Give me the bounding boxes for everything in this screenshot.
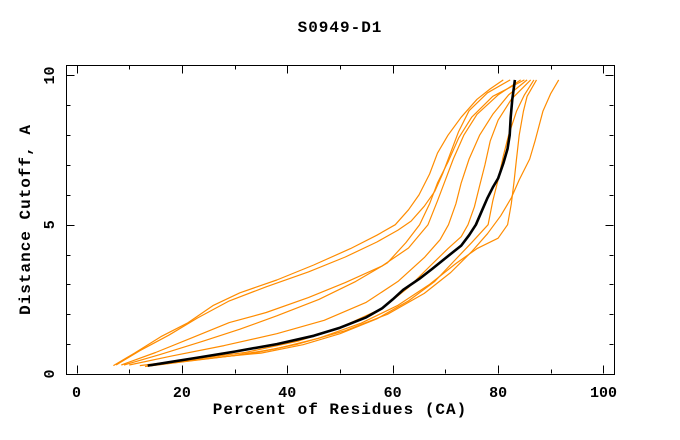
y-axis-title: Distance Cutoff, A — [17, 124, 35, 315]
y-tick-label: 0 — [42, 369, 59, 378]
series-curve-3 — [121, 79, 522, 366]
series-curve-4 — [123, 79, 525, 366]
x-tick-label: 0 — [72, 385, 81, 402]
x-axis-title: Percent of Residues (CA) — [212, 401, 468, 419]
series-curve-2 — [115, 79, 511, 366]
series-curve-5 — [129, 79, 528, 366]
x-tick-label: 80 — [489, 385, 507, 402]
series-highlighted-curve — [147, 79, 517, 367]
y-tick-label: 5 — [42, 220, 59, 229]
x-tick-label: 20 — [173, 385, 191, 402]
series-curve-8 — [150, 79, 538, 367]
series-curve-1 — [113, 79, 504, 367]
chart-title: S0949-D1 — [297, 19, 383, 37]
series-curve-9 — [155, 79, 560, 366]
x-tick-label: 60 — [384, 385, 402, 402]
x-tick-label: 40 — [278, 385, 296, 402]
series-curve-6 — [139, 79, 532, 367]
y-tick-label: 10 — [42, 66, 59, 84]
x-tick-label: 100 — [590, 385, 617, 402]
